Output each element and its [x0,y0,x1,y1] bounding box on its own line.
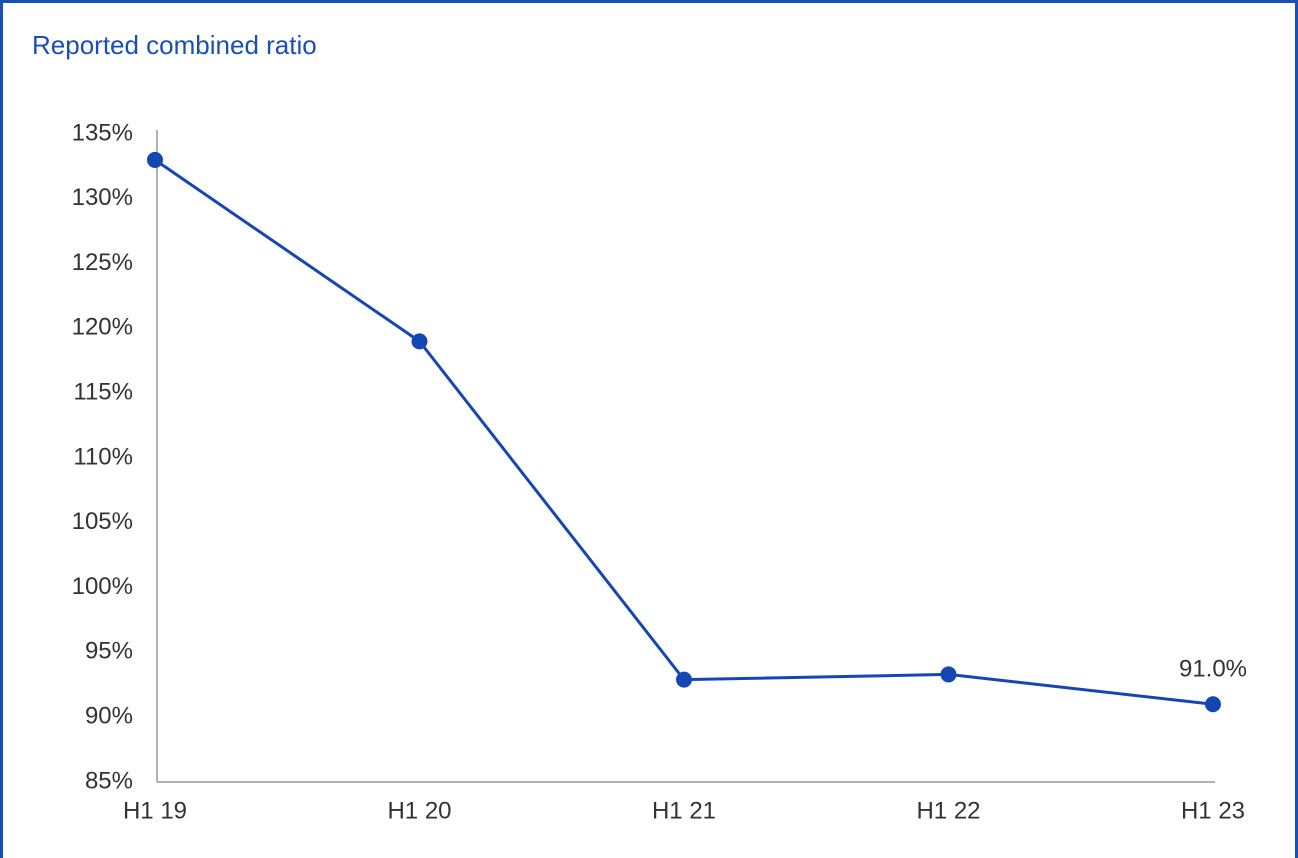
point [411,333,428,350]
y-tick-label: 115% [73,379,133,406]
value-label: 91.0% [1179,656,1247,683]
point [940,666,957,683]
x-tick-label: H1 21 [652,797,716,824]
point [147,151,163,168]
y-tick-label: 90% [85,703,133,730]
x-tick-label: H1 20 [387,797,451,824]
y-tick-label: 125% [72,249,133,276]
line [154,158,1214,706]
x-tick-label: H1 19 [123,797,187,824]
y-tick-label: 110% [73,443,133,470]
y-tick-label: 135% [72,119,133,146]
y-tick-label: 100% [72,573,133,600]
point [676,671,692,688]
x-tick-label: H1 22 [916,797,980,824]
y-tick-label: 95% [85,638,133,665]
y-tick-label: 105% [72,508,133,535]
y-tick-label: 130% [72,184,133,211]
point [1205,696,1221,713]
chart-title: Reported combined ratio [32,30,317,60]
y-tick-label: 85% [85,767,133,794]
y-tick-label: 120% [72,314,133,341]
x-tick-label: H1 23 [1181,797,1245,824]
